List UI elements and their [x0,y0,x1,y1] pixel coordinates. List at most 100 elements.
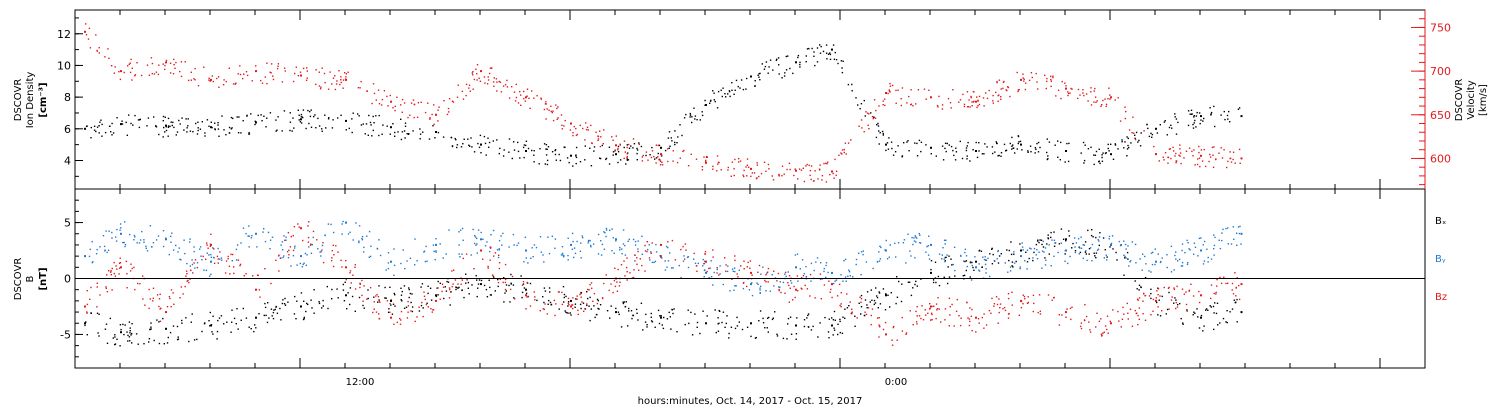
scatter-dot-b [131,323,133,325]
scatter-dot-iondensity [1011,136,1013,139]
point-iondensity-2 [165,124,167,127]
scatter-dot-bz [1095,326,1097,328]
scatter-dot-velocity [1179,155,1181,157]
scatter-dot-bz [378,300,380,302]
scatter-dot-b [242,227,245,229]
scatter-dot-b [320,250,322,253]
scatter-dot-velocity [963,105,966,108]
scatter-dot-velocity [672,160,674,162]
scatter-dot-b [563,301,565,303]
scatter-dot-iondensity [337,117,339,119]
scatter-dot-b [1235,301,1237,303]
scatter-dot-iondensity [920,141,923,143]
scatter-dot-b [876,296,879,299]
scatter-dot-iondensity [185,118,187,120]
scatter-dot-bz [731,278,733,280]
scatter-dot-b [581,235,583,237]
scatter-dot-iondensity [1124,141,1126,143]
scatter-dot-bz [773,270,775,272]
scatter-dot-iondensity [992,152,994,155]
scatter-dot-b [719,273,721,275]
scatter-dot-velocity [552,110,554,112]
scatter-dot-b [137,343,139,345]
scatter-dot-bz [788,301,790,303]
scatter-dot-b [109,317,111,320]
scatter-dot-b [1186,309,1188,311]
scatter-dot-velocity [329,71,331,73]
scatter-dot-velocity [730,175,732,177]
scatter-dot-bz [152,297,154,299]
scatter-dot-b [724,326,726,328]
scatter-dot-bz [580,296,582,298]
scatter-dot-velocity [906,102,908,104]
scatter-dot-bz [617,268,619,271]
scatter-dot-velocity [511,86,513,88]
scatter-dot-velocity [193,78,195,80]
scatter-dot-b [1019,267,1021,270]
scatter-dot-bz [778,288,780,291]
scatter-dot-velocity [977,99,979,102]
scatter-dot-iondensity [829,52,831,54]
scatter-dot-b [916,285,918,287]
scatter-dot-velocity [950,107,952,109]
scatter-dot-iondensity [250,113,252,115]
scatter-dot-b [1030,248,1032,250]
scatter-dot-bz [944,319,946,321]
scatter-dot-bz [587,288,589,291]
scatter-dot-velocity [1239,162,1241,164]
scatter-dot-b [776,335,779,337]
scatter-dot-velocity [1000,98,1002,100]
scatter-dot-velocity [1213,146,1215,148]
scatter-dot-bz [683,258,686,260]
scatter-dot-velocity [563,125,565,127]
plasma-y-tick-label: 4 [64,154,71,167]
scatter-dot-b [820,262,822,264]
scatter-dot-velocity [491,67,493,69]
scatter-dot-b [571,248,574,250]
scatter-dot-velocity [763,161,766,163]
scatter-dot-iondensity [1192,127,1195,129]
scatter-dot-bz [293,226,296,228]
scatter-dot-iondensity [892,154,895,156]
scatter-dot-velocity [305,79,308,81]
scatter-dot-bz [451,285,453,288]
scatter-dot-bz [462,257,464,260]
field-points [84,220,1243,347]
scatter-dot-b [158,342,161,345]
scatter-dot-iondensity [713,99,715,101]
scatter-dot-b [543,287,546,289]
scatter-dot-velocity [936,104,939,107]
scatter-dot-iondensity [539,148,541,150]
point-bz-15 [750,271,752,274]
scatter-dot-b [98,313,100,315]
scatter-dot-iondensity [572,165,574,167]
scatter-dot-bz [1181,288,1184,290]
scatter-dot-velocity [513,91,516,93]
scatter-dot-b [461,227,464,230]
scatter-dot-b [134,236,136,238]
scatter-dot-b [1130,260,1132,262]
scatter-dot-velocity [1093,90,1095,92]
scatter-dot-velocity [971,101,973,103]
scatter-dot-bz [1137,323,1139,326]
scatter-dot-iondensity [733,93,735,95]
scatter-dot-bz [915,321,918,323]
scatter-dot-bz [788,275,791,277]
scatter-dot-b [435,251,437,253]
scatter-dot-b [969,261,972,264]
scatter-dot-velocity [874,117,877,119]
scatter-dot-bz [310,243,312,245]
scatter-dot-bz [860,298,863,300]
scatter-dot-velocity [1108,87,1110,89]
scatter-dot-velocity [1199,165,1201,168]
scatter-dot-b [378,299,380,301]
scatter-dot-velocity [173,64,175,66]
scatter-dot-iondensity [1117,148,1119,150]
scatter-dot-iondensity [694,115,697,117]
scatter-dot-b [717,317,719,319]
scatter-dot-b [199,246,202,248]
scatter-dot-bz [209,245,212,247]
scatter-dot-bz [119,257,121,259]
scatter-dot-bz [1127,312,1129,314]
scatter-dot-b [579,303,582,306]
